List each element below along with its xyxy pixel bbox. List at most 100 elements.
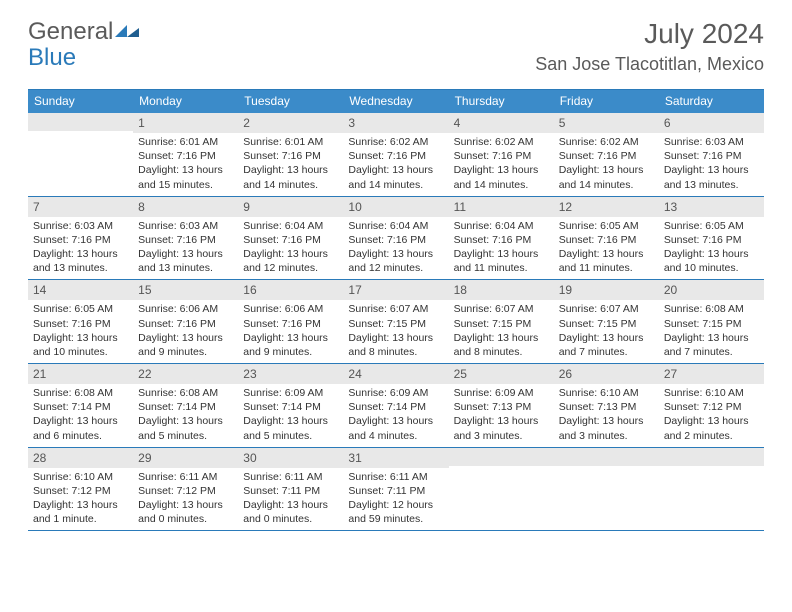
weekday-wednesday: Wednesday	[343, 90, 448, 113]
day-number: 29	[133, 448, 238, 468]
day-number: 30	[238, 448, 343, 468]
day-number: 21	[28, 364, 133, 384]
day-line: Sunset: 7:16 PM	[33, 233, 128, 247]
weekday-monday: Monday	[133, 90, 238, 113]
day-body: Sunrise: 6:04 AMSunset: 7:16 PMDaylight:…	[238, 217, 343, 280]
day-line: Sunrise: 6:11 AM	[243, 470, 338, 484]
day-line: Sunset: 7:15 PM	[664, 317, 759, 331]
day-body	[659, 466, 764, 472]
day-line: Sunset: 7:16 PM	[454, 149, 549, 163]
weekday-row: Sunday Monday Tuesday Wednesday Thursday…	[28, 90, 764, 113]
day-body: Sunrise: 6:09 AMSunset: 7:14 PMDaylight:…	[343, 384, 448, 447]
day-cell: 5Sunrise: 6:02 AMSunset: 7:16 PMDaylight…	[554, 113, 659, 196]
day-cell: 26Sunrise: 6:10 AMSunset: 7:13 PMDayligh…	[554, 364, 659, 447]
day-cell: 17Sunrise: 6:07 AMSunset: 7:15 PMDayligh…	[343, 280, 448, 363]
day-line: Daylight: 13 hours and 0 minutes.	[138, 498, 233, 526]
day-line: Daylight: 13 hours and 9 minutes.	[243, 331, 338, 359]
day-cell: 12Sunrise: 6:05 AMSunset: 7:16 PMDayligh…	[554, 197, 659, 280]
day-cell: 8Sunrise: 6:03 AMSunset: 7:16 PMDaylight…	[133, 197, 238, 280]
day-number: 22	[133, 364, 238, 384]
day-number: 15	[133, 280, 238, 300]
day-line: Sunrise: 6:05 AM	[559, 219, 654, 233]
week-row: 7Sunrise: 6:03 AMSunset: 7:16 PMDaylight…	[28, 197, 764, 281]
day-line: Sunrise: 6:09 AM	[454, 386, 549, 400]
day-line: Sunset: 7:12 PM	[138, 484, 233, 498]
day-cell: 27Sunrise: 6:10 AMSunset: 7:12 PMDayligh…	[659, 364, 764, 447]
day-body: Sunrise: 6:07 AMSunset: 7:15 PMDaylight:…	[554, 300, 659, 363]
day-number: 4	[449, 113, 554, 133]
day-cell: 10Sunrise: 6:04 AMSunset: 7:16 PMDayligh…	[343, 197, 448, 280]
day-cell: 18Sunrise: 6:07 AMSunset: 7:15 PMDayligh…	[449, 280, 554, 363]
day-number: 20	[659, 280, 764, 300]
day-body: Sunrise: 6:11 AMSunset: 7:11 PMDaylight:…	[343, 468, 448, 531]
day-line: Daylight: 13 hours and 11 minutes.	[454, 247, 549, 275]
day-cell: 7Sunrise: 6:03 AMSunset: 7:16 PMDaylight…	[28, 197, 133, 280]
weekday-sunday: Sunday	[28, 90, 133, 113]
day-line: Sunrise: 6:08 AM	[138, 386, 233, 400]
day-line: Sunrise: 6:04 AM	[243, 219, 338, 233]
day-cell: 19Sunrise: 6:07 AMSunset: 7:15 PMDayligh…	[554, 280, 659, 363]
day-cell: 25Sunrise: 6:09 AMSunset: 7:13 PMDayligh…	[449, 364, 554, 447]
day-number: 24	[343, 364, 448, 384]
day-body: Sunrise: 6:01 AMSunset: 7:16 PMDaylight:…	[238, 133, 343, 196]
day-cell: 3Sunrise: 6:02 AMSunset: 7:16 PMDaylight…	[343, 113, 448, 196]
weekday-friday: Friday	[554, 90, 659, 113]
day-line: Sunset: 7:11 PM	[243, 484, 338, 498]
day-body: Sunrise: 6:06 AMSunset: 7:16 PMDaylight:…	[133, 300, 238, 363]
day-line: Sunrise: 6:11 AM	[348, 470, 443, 484]
day-body: Sunrise: 6:07 AMSunset: 7:15 PMDaylight:…	[343, 300, 448, 363]
day-line: Daylight: 13 hours and 9 minutes.	[138, 331, 233, 359]
day-line: Sunrise: 6:10 AM	[664, 386, 759, 400]
day-line: Daylight: 13 hours and 0 minutes.	[243, 498, 338, 526]
day-line: Sunrise: 6:04 AM	[348, 219, 443, 233]
day-line: Sunrise: 6:04 AM	[454, 219, 549, 233]
day-body: Sunrise: 6:11 AMSunset: 7:12 PMDaylight:…	[133, 468, 238, 531]
day-cell: 22Sunrise: 6:08 AMSunset: 7:14 PMDayligh…	[133, 364, 238, 447]
day-line: Sunset: 7:15 PM	[454, 317, 549, 331]
day-line: Daylight: 13 hours and 7 minutes.	[664, 331, 759, 359]
day-line: Daylight: 13 hours and 10 minutes.	[33, 331, 128, 359]
day-body	[449, 466, 554, 472]
day-number: 27	[659, 364, 764, 384]
day-line: Sunrise: 6:10 AM	[33, 470, 128, 484]
day-number: 2	[238, 113, 343, 133]
day-line: Sunset: 7:13 PM	[559, 400, 654, 414]
day-number: 11	[449, 197, 554, 217]
day-number: 8	[133, 197, 238, 217]
day-line: Daylight: 13 hours and 14 minutes.	[243, 163, 338, 191]
day-cell: 16Sunrise: 6:06 AMSunset: 7:16 PMDayligh…	[238, 280, 343, 363]
day-number: 13	[659, 197, 764, 217]
day-number	[449, 448, 554, 466]
week-row: 28Sunrise: 6:10 AMSunset: 7:12 PMDayligh…	[28, 448, 764, 532]
day-body: Sunrise: 6:07 AMSunset: 7:15 PMDaylight:…	[449, 300, 554, 363]
day-line: Sunset: 7:14 PM	[33, 400, 128, 414]
day-body: Sunrise: 6:01 AMSunset: 7:16 PMDaylight:…	[133, 133, 238, 196]
day-number: 28	[28, 448, 133, 468]
day-line: Sunrise: 6:09 AM	[243, 386, 338, 400]
day-body: Sunrise: 6:02 AMSunset: 7:16 PMDaylight:…	[343, 133, 448, 196]
day-line: Daylight: 13 hours and 14 minutes.	[348, 163, 443, 191]
day-line: Daylight: 13 hours and 8 minutes.	[454, 331, 549, 359]
day-number: 14	[28, 280, 133, 300]
day-line: Sunrise: 6:07 AM	[454, 302, 549, 316]
day-line: Sunset: 7:15 PM	[559, 317, 654, 331]
day-line: Sunset: 7:11 PM	[348, 484, 443, 498]
day-line: Sunset: 7:16 PM	[664, 233, 759, 247]
location-label: San Jose Tlacotitlan, Mexico	[535, 54, 764, 75]
day-line: Daylight: 13 hours and 8 minutes.	[348, 331, 443, 359]
logo: General	[28, 18, 141, 46]
day-line: Sunset: 7:14 PM	[138, 400, 233, 414]
day-line: Sunset: 7:16 PM	[664, 149, 759, 163]
day-line: Sunset: 7:16 PM	[243, 317, 338, 331]
day-cell: 24Sunrise: 6:09 AMSunset: 7:14 PMDayligh…	[343, 364, 448, 447]
day-cell: 29Sunrise: 6:11 AMSunset: 7:12 PMDayligh…	[133, 448, 238, 531]
day-cell: 21Sunrise: 6:08 AMSunset: 7:14 PMDayligh…	[28, 364, 133, 447]
day-cell: 13Sunrise: 6:05 AMSunset: 7:16 PMDayligh…	[659, 197, 764, 280]
calendar: Sunday Monday Tuesday Wednesday Thursday…	[28, 89, 764, 531]
day-body: Sunrise: 6:11 AMSunset: 7:11 PMDaylight:…	[238, 468, 343, 531]
day-line: Daylight: 13 hours and 11 minutes.	[559, 247, 654, 275]
day-line: Sunrise: 6:05 AM	[664, 219, 759, 233]
day-line: Sunrise: 6:07 AM	[348, 302, 443, 316]
title-block: July 2024 San Jose Tlacotitlan, Mexico	[535, 18, 764, 75]
day-line: Sunset: 7:12 PM	[664, 400, 759, 414]
